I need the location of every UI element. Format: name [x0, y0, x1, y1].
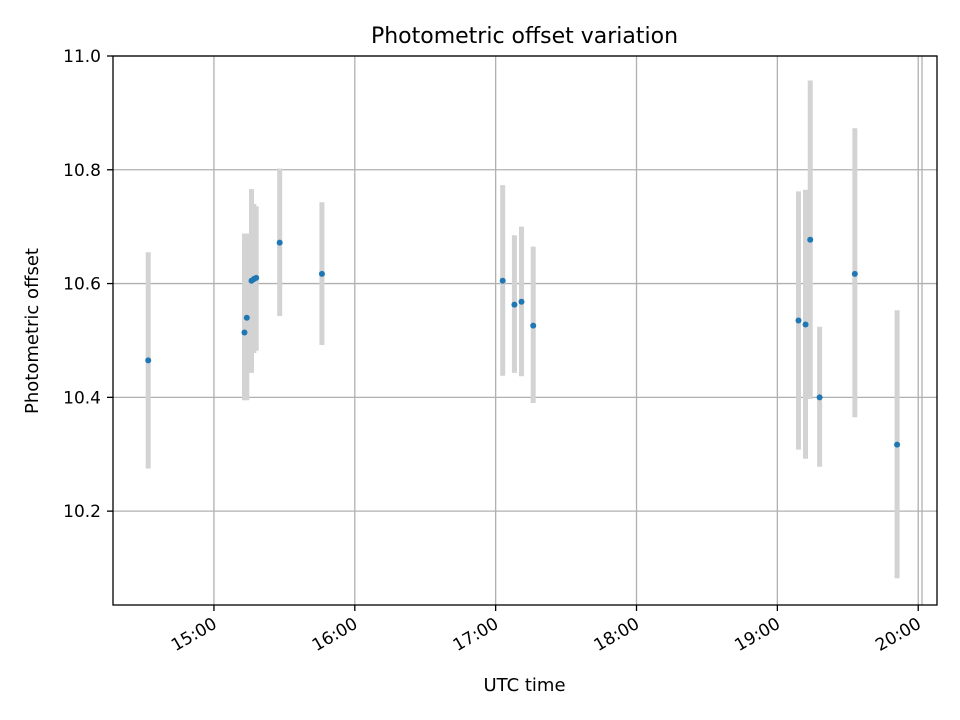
x-axis-label: UTC time — [483, 675, 565, 696]
data-point — [530, 322, 537, 329]
y-axis: 10.2 10.4 10.6 10.8 11.0 — [63, 47, 113, 522]
y-axis-label: Photometric offset — [22, 248, 43, 414]
data-point — [499, 277, 506, 284]
data-point — [253, 274, 260, 281]
chart-title: Photometric offset variation — [371, 24, 678, 49]
data-point — [243, 314, 250, 321]
y-tick-label: 11.0 — [63, 47, 101, 67]
point-layer — [145, 236, 901, 448]
axes-frame — [112, 55, 938, 606]
data-point — [518, 298, 525, 305]
plot-area — [112, 55, 938, 606]
data-point — [511, 301, 518, 308]
y-tick-label: 10.8 — [63, 161, 101, 181]
data-point — [816, 394, 823, 401]
data-point — [894, 441, 901, 448]
data-point — [851, 270, 858, 277]
y-tick-label: 10.4 — [63, 388, 101, 408]
y-tick-label: 10.2 — [63, 502, 101, 522]
data-point — [318, 270, 325, 277]
data-point — [802, 321, 809, 328]
data-point — [145, 357, 152, 364]
y-tick-label: 10.6 — [63, 275, 101, 295]
data-point — [795, 317, 802, 324]
data-point — [276, 239, 283, 246]
data-point — [807, 236, 814, 243]
data-point — [241, 329, 248, 336]
